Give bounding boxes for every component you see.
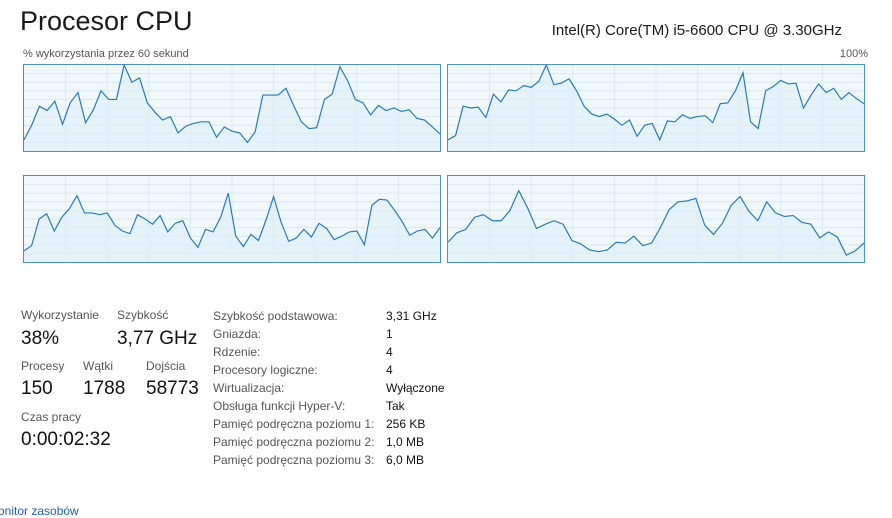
resource-monitor-link[interactable]: onitor zasobów — [0, 504, 79, 518]
detail-value: 6,0 MB — [386, 453, 425, 467]
detail-value: Tak — [386, 399, 405, 413]
cpu-usage-area — [448, 65, 864, 151]
cpu-usage-line — [448, 189, 864, 256]
page-title: Procesor CPU — [20, 6, 193, 36]
detail-value: 4 — [386, 345, 393, 359]
cpu-usage-line — [24, 193, 440, 252]
utilization-value: 38% — [21, 328, 60, 349]
cpu-graph-core-3 — [447, 175, 865, 263]
detail-value: 1 — [386, 327, 393, 341]
utilization-label: Wykorzystanie — [21, 308, 99, 322]
handles-value: 58773 — [146, 378, 199, 399]
speed-value: 3,77 GHz — [117, 328, 198, 349]
detail-value: Wyłączone — [386, 381, 445, 395]
handles-label: Dojścia — [146, 359, 186, 373]
detail-value: 4 — [386, 363, 393, 377]
cpu-graph-core-1 — [447, 64, 865, 152]
cpu-usage-area — [24, 193, 440, 262]
cpu-graph-svg — [24, 65, 440, 151]
cpu-graph-core-0 — [23, 64, 441, 152]
detail-key: Pamięć podręczna poziomu 3: — [213, 453, 375, 467]
cpu-usage-area — [24, 65, 440, 151]
cpu-usage-area — [448, 190, 864, 262]
detail-value: 3,31 GHz — [386, 309, 437, 323]
cpu-model-name: Intel(R) Core(TM) i5-6600 CPU @ 3.30GHz — [551, 22, 842, 39]
graph-caption: % wykorzystania przez 60 sekund — [23, 48, 189, 60]
detail-key: Pamięć podręczna poziomu 1: — [213, 417, 375, 431]
uptime-value: 0:00:02:32 — [21, 429, 111, 450]
cpu-usage-line — [448, 65, 864, 142]
cpu-graph-core-2 — [23, 175, 441, 263]
detail-key: Gniazda: — [213, 327, 262, 341]
processes-value: 150 — [21, 378, 53, 399]
detail-key: Szybkość podstawowa: — [213, 309, 338, 323]
cpu-graph-svg — [448, 65, 864, 151]
speed-label: Szybkość — [117, 308, 169, 322]
detail-value: 1,0 MB — [386, 435, 425, 449]
detail-key: Obsługa funkcji Hyper-V: — [213, 399, 346, 413]
detail-key: Pamięć podręczna poziomu 2: — [213, 435, 375, 449]
uptime-label: Czas pracy — [21, 410, 82, 424]
processes-label: Procesy — [21, 359, 65, 373]
cpu-graph-svg — [24, 176, 440, 262]
detail-key: Procesory logiczne: — [213, 363, 318, 377]
detail-key: Rdzenie: — [213, 345, 261, 359]
threads-label: Wątki — [83, 359, 113, 373]
graph-max-label: 100% — [839, 48, 868, 60]
cpu-usage-line — [24, 65, 440, 144]
cpu-graph-svg — [448, 176, 864, 262]
threads-value: 1788 — [83, 378, 126, 399]
detail-key: Wirtualizacja: — [213, 381, 285, 395]
detail-value: 256 KB — [386, 417, 426, 431]
